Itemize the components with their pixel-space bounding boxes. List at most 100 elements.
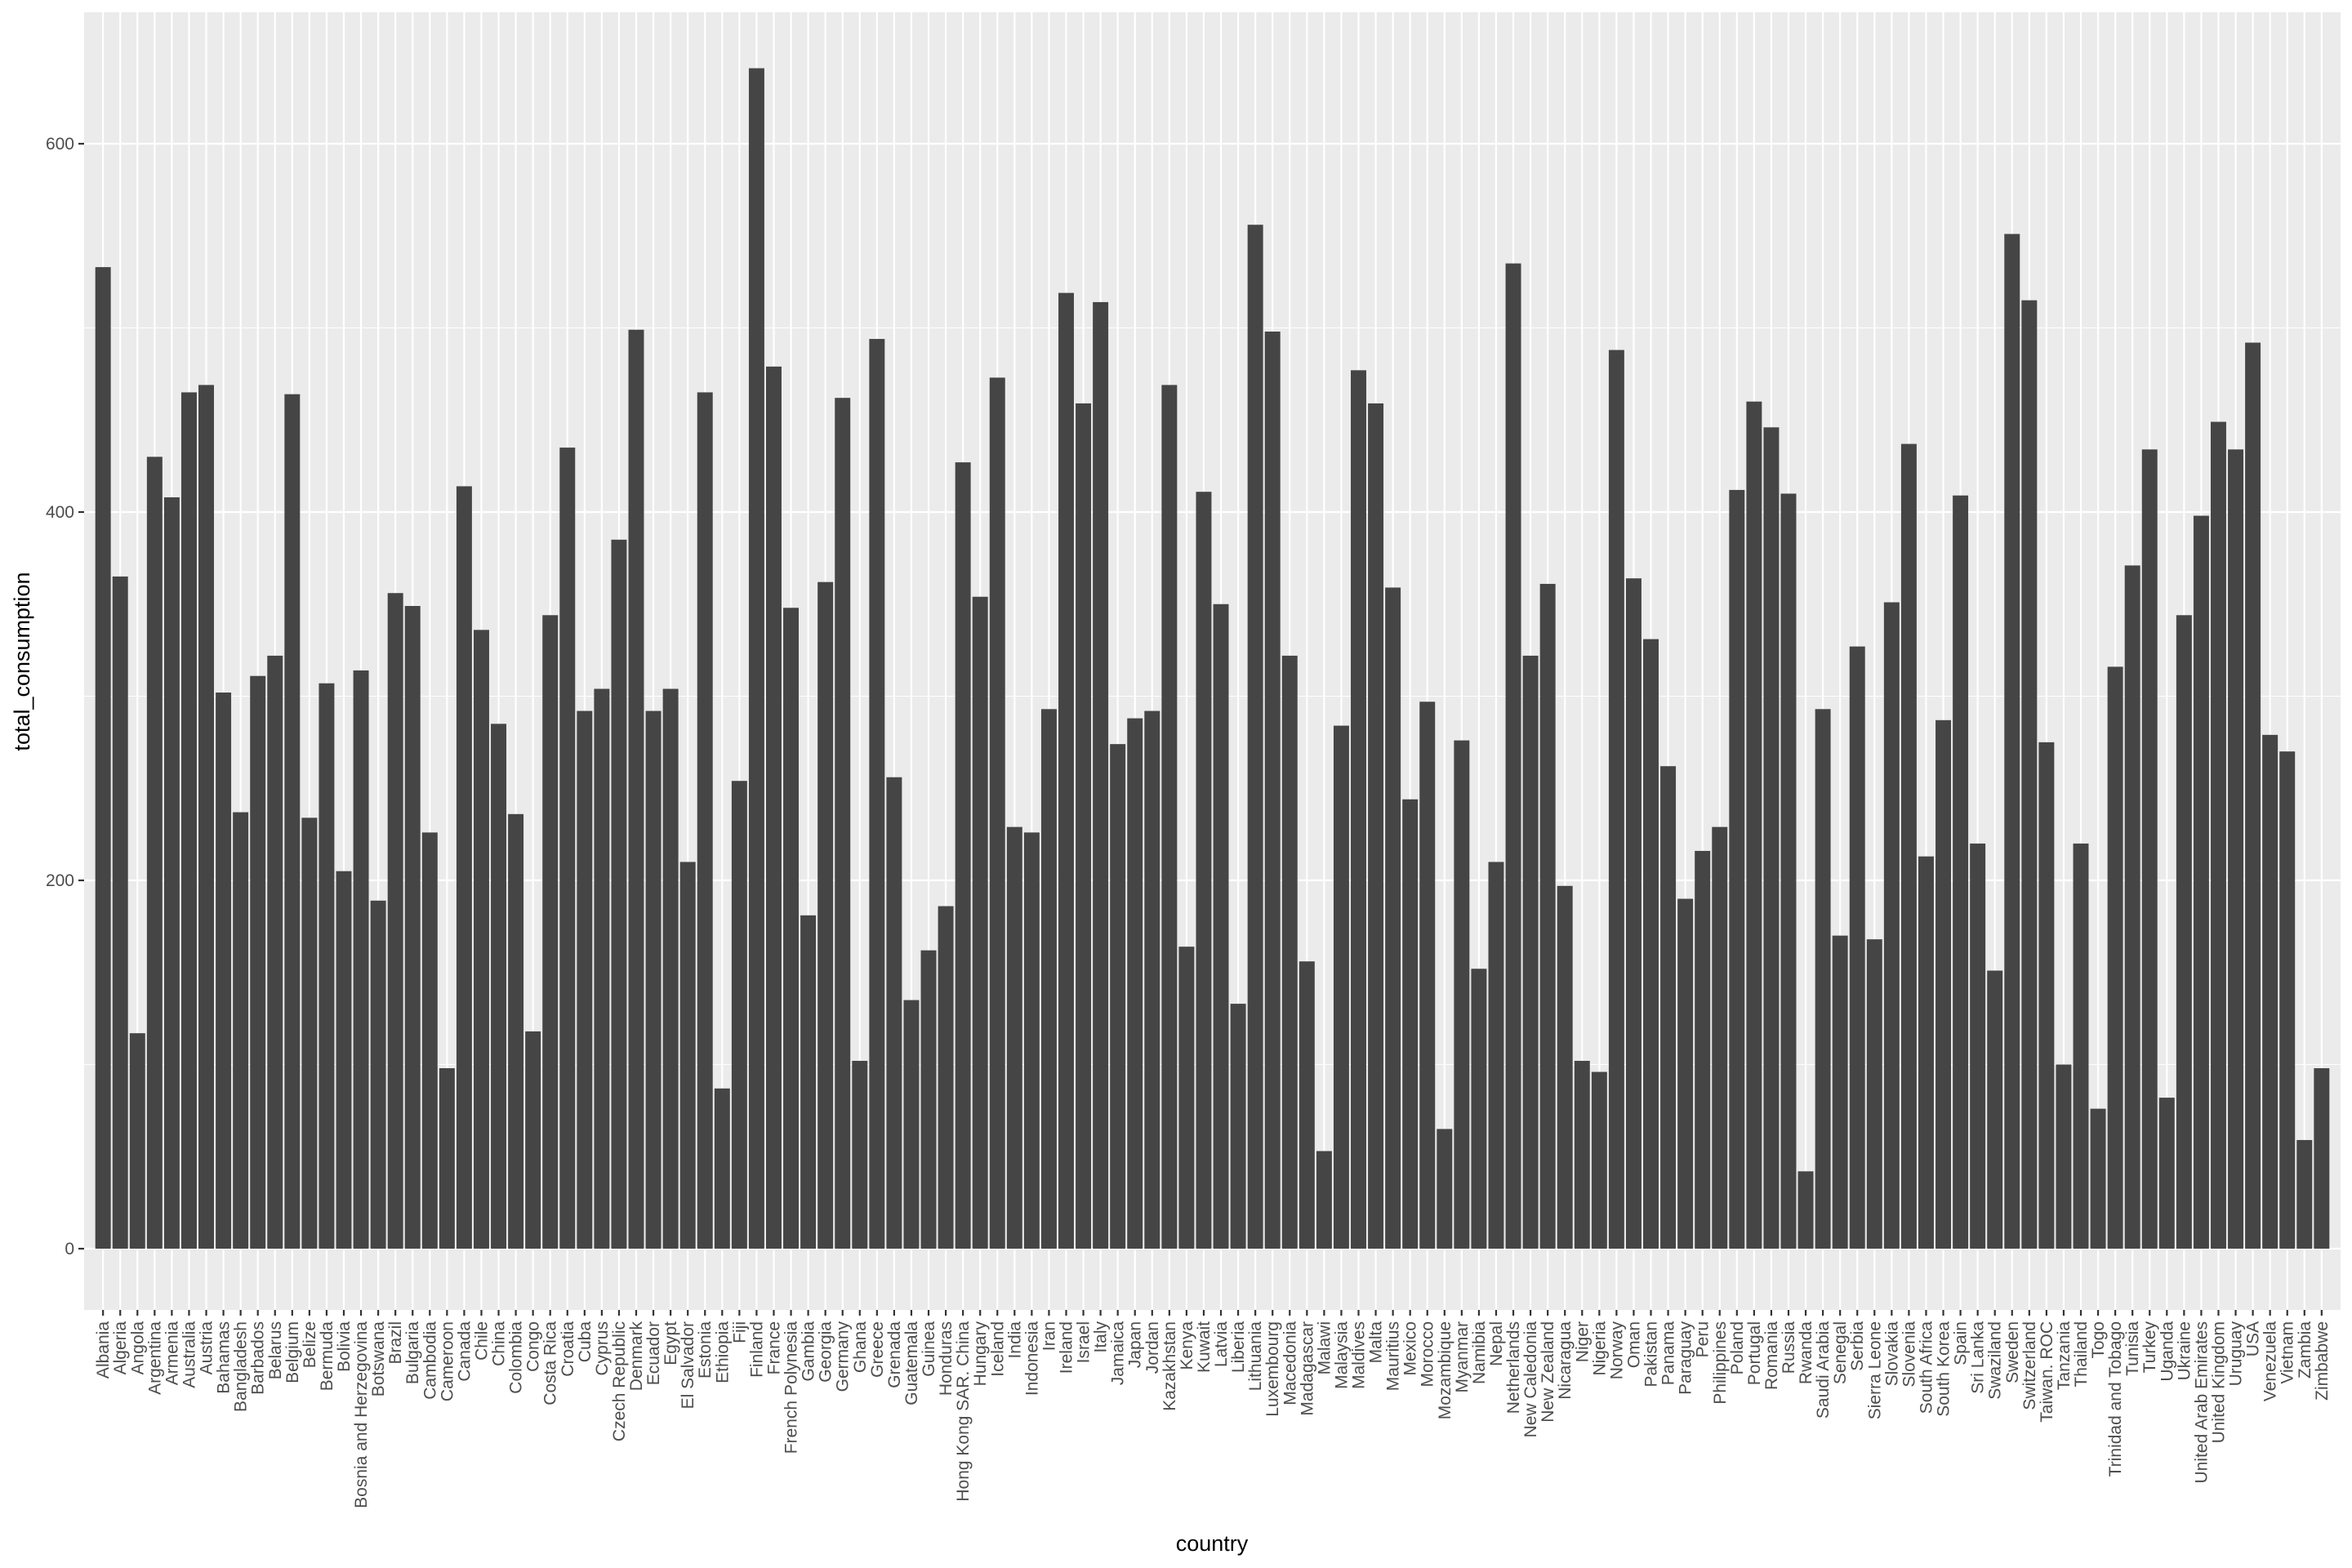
- x-tick-label: Panama: [1659, 1321, 1678, 1386]
- bar-ireland: [1058, 292, 1074, 1249]
- bar-barbados: [250, 675, 266, 1249]
- bar-hong-kong-sar-china: [955, 462, 971, 1249]
- y-axis: 0 200 400 600: [46, 135, 84, 1258]
- bar-paraguay: [1677, 898, 1694, 1249]
- bar-rwanda: [1797, 1171, 1814, 1249]
- x-tick-label: Slovakia: [1882, 1321, 1901, 1387]
- bar-nicaragua: [1557, 885, 1573, 1249]
- x-tick-label: Uganda: [2158, 1321, 2176, 1382]
- bar-kenya: [1178, 947, 1195, 1249]
- x-tick-label: Nepal: [1487, 1321, 1506, 1366]
- bar-indonesia: [1023, 832, 1040, 1249]
- bar-namibia: [1471, 969, 1487, 1249]
- bar-usa: [2245, 342, 2261, 1249]
- bar-spain: [1953, 495, 1969, 1249]
- bar-saudi-arabia: [1815, 709, 1831, 1249]
- bar-ukraine: [2176, 615, 2192, 1249]
- bar-malaysia: [1333, 725, 1349, 1249]
- bar-zimbabwe: [2314, 1068, 2330, 1249]
- bar-russia: [1780, 493, 1797, 1249]
- x-tick-label: Albania: [94, 1321, 113, 1379]
- bar-estonia: [697, 392, 713, 1249]
- x-tick-label: Ireland: [1057, 1321, 1076, 1374]
- bar-congo: [525, 1031, 541, 1249]
- x-tick-label: Argentina: [145, 1321, 164, 1395]
- bar-guatemala: [903, 1000, 920, 1249]
- x-tick-label: Ecuador: [644, 1321, 663, 1385]
- x-tick-label: Macedonia: [1281, 1321, 1299, 1405]
- bar-bangladesh: [233, 812, 249, 1249]
- bar-israel: [1076, 403, 1092, 1250]
- bar-maldives: [1351, 370, 1366, 1249]
- bar-romania: [1763, 427, 1780, 1249]
- bar-serbia: [1849, 646, 1865, 1249]
- x-tick-label: Netherlands: [1504, 1321, 1523, 1414]
- x-tick-label: Iran: [1040, 1321, 1058, 1351]
- bar-bolivia: [336, 871, 352, 1249]
- x-tick-label: Switzerland: [2020, 1321, 2039, 1410]
- x-tick-label: USA: [2244, 1321, 2263, 1356]
- bar-new-caledonia: [1522, 655, 1539, 1249]
- x-tick-label: Egypt: [662, 1321, 680, 1365]
- x-tick-label: Ukraine: [2175, 1321, 2194, 1380]
- x-tick-label: Maldives: [1350, 1321, 1369, 1389]
- x-tick-label: Kuwait: [1195, 1321, 1214, 1373]
- bar-tanzania: [2056, 1064, 2072, 1249]
- x-tick-label: Peru: [1694, 1321, 1713, 1357]
- bar-costa-rica: [542, 615, 559, 1249]
- bar-japan: [1127, 718, 1143, 1249]
- bar-luxembourg: [1264, 332, 1281, 1249]
- x-tick-label: El Salvador: [679, 1321, 697, 1409]
- bar-india: [1006, 826, 1022, 1249]
- x-tick-label: Sierra Leone: [1865, 1321, 1884, 1419]
- x-tick-label: Bolivia: [335, 1321, 354, 1372]
- x-tick-label: Denmark: [627, 1321, 646, 1392]
- x-tick-label: Cameroon: [438, 1321, 457, 1401]
- bar-switzerland: [2021, 300, 2038, 1249]
- bar-sri-lanka: [1970, 843, 1986, 1249]
- x-tick-label: Estonia: [696, 1321, 715, 1379]
- x-tick-label: Slovenia: [1900, 1321, 1918, 1388]
- x-tick-label: Philippines: [1711, 1321, 1730, 1405]
- x-tick-label: Sweden: [2003, 1321, 2022, 1383]
- bar-china: [491, 724, 507, 1249]
- x-tick-label: Cuba: [576, 1321, 595, 1363]
- bar-austria: [198, 385, 214, 1249]
- x-tick-label: Mauritius: [1384, 1321, 1403, 1391]
- x-tick-label: Norway: [1607, 1321, 1626, 1380]
- x-tick-label: Swaziland: [1986, 1321, 2005, 1400]
- bar-macedonia: [1281, 655, 1298, 1249]
- bar-grenada: [886, 777, 902, 1249]
- x-tick-label: Botswana: [369, 1321, 388, 1397]
- x-tick-label: Taiwan. ROC: [2038, 1321, 2056, 1423]
- x-tick-label: Vietnam: [2278, 1321, 2297, 1384]
- x-tick-label: Hungary: [971, 1321, 990, 1387]
- x-tick-label: Romania: [1762, 1321, 1781, 1390]
- bar-venezuela: [2262, 734, 2278, 1249]
- x-axis-title: country: [1176, 1531, 1249, 1556]
- bar-belarus: [267, 655, 283, 1249]
- x-tick-label: Mexico: [1401, 1321, 1420, 1376]
- bar-argentina: [146, 457, 163, 1249]
- x-tick-label: Gambia: [800, 1321, 818, 1382]
- x-tick-label: Portugal: [1745, 1321, 1764, 1385]
- x-tick-label: Belarus: [266, 1321, 285, 1379]
- bar-bermuda: [318, 683, 335, 1249]
- bar-trinidad-and-tobago: [2107, 666, 2123, 1249]
- bar-guinea: [920, 950, 937, 1249]
- x-tick-label: Finland: [747, 1321, 766, 1378]
- bar-kazakhstan: [1161, 385, 1178, 1249]
- x-tick-label: Indonesia: [1022, 1321, 1041, 1396]
- x-tick-label: New Caledonia: [1521, 1321, 1540, 1438]
- bar-mauritius: [1385, 587, 1401, 1249]
- x-tick-label: Canada: [455, 1321, 474, 1382]
- bar-belgium: [284, 394, 301, 1250]
- x-tick-label: Morocco: [1419, 1321, 1437, 1388]
- bar-georgia: [817, 581, 834, 1249]
- bar-finland: [748, 68, 764, 1249]
- x-tick-label: Barbados: [249, 1321, 268, 1395]
- bar-new-zealand: [1539, 583, 1556, 1249]
- bar-tunisia: [2124, 565, 2140, 1249]
- bar-mexico: [1402, 799, 1419, 1249]
- x-tick-label: Liberia: [1229, 1321, 1248, 1373]
